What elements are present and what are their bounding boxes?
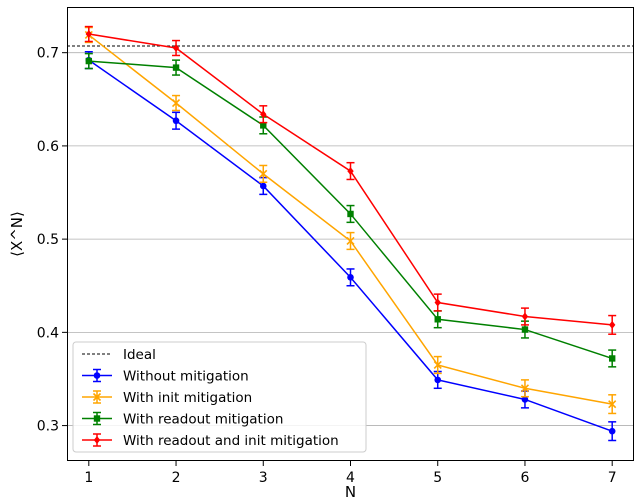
data-point <box>172 117 180 125</box>
data-point <box>608 355 616 362</box>
legend-label-ideal: Ideal <box>123 347 156 363</box>
y-tick-label: 0.6 <box>37 139 59 155</box>
data-point <box>172 44 180 53</box>
series-group <box>84 25 617 442</box>
data-point <box>433 360 442 370</box>
data-point <box>259 182 267 190</box>
data-point <box>260 122 267 129</box>
series-1 <box>84 50 617 442</box>
legend-handle-2 <box>82 390 112 404</box>
legend-handle-1 <box>82 368 112 383</box>
data-point <box>260 110 267 119</box>
legend-label-series-1: Without mitigation <box>123 369 249 385</box>
legend-handle-3 <box>82 411 112 426</box>
x-tick-label: 1 <box>84 470 93 486</box>
y-axis-label: ⟨X^N⟩ <box>8 211 26 257</box>
data-point <box>608 320 616 329</box>
data-point <box>347 274 354 281</box>
data-point <box>93 415 101 422</box>
y-tick-label: 0.5 <box>37 232 59 248</box>
data-point <box>608 400 617 409</box>
data-point <box>434 376 442 384</box>
x-tick-label: 2 <box>172 470 181 486</box>
y-axis-ticks: 0.3 0.4 0.5 0.6 0.7 <box>37 46 67 435</box>
data-point <box>93 372 101 379</box>
x-tick-label: 4 <box>346 470 355 486</box>
legend-box <box>72 341 367 453</box>
x-tick-label: 7 <box>608 470 617 486</box>
x-tick-label: 6 <box>521 470 530 486</box>
data-point <box>608 427 616 435</box>
data-point <box>92 392 102 402</box>
x-tick-label: 5 <box>433 470 442 486</box>
data-point <box>85 57 93 65</box>
data-point <box>259 169 268 178</box>
legend: Ideal Without mitigation With init mitigat… <box>72 341 367 453</box>
series-4 <box>84 25 617 335</box>
data-point <box>346 236 355 246</box>
x-axis-ticks: 1 2 3 4 5 6 7 <box>84 461 617 486</box>
data-point <box>521 396 529 403</box>
data-point <box>172 64 180 71</box>
data-point <box>521 312 529 321</box>
data-point <box>434 316 441 323</box>
legend-label-series-4: With readout and init mitigation <box>123 433 339 449</box>
legend-label-series-3: With readout mitigation <box>123 412 283 428</box>
y-tick-label: 0.7 <box>37 46 59 62</box>
x-axis-label: N <box>345 483 356 501</box>
x-tick-label: 3 <box>259 470 268 486</box>
data-point <box>520 384 530 393</box>
data-point <box>93 436 101 444</box>
data-point <box>347 210 354 218</box>
legend-handle-4 <box>82 433 112 447</box>
y-tick-label: 0.4 <box>37 325 59 341</box>
data-point <box>521 326 529 333</box>
data-point <box>434 298 441 307</box>
data-point <box>347 167 354 176</box>
legend-label-series-2: With init mitigation <box>123 390 252 406</box>
data-point <box>171 98 181 108</box>
series-3 <box>84 52 617 368</box>
y-tick-label: 0.3 <box>37 419 59 435</box>
data-point <box>85 30 93 39</box>
